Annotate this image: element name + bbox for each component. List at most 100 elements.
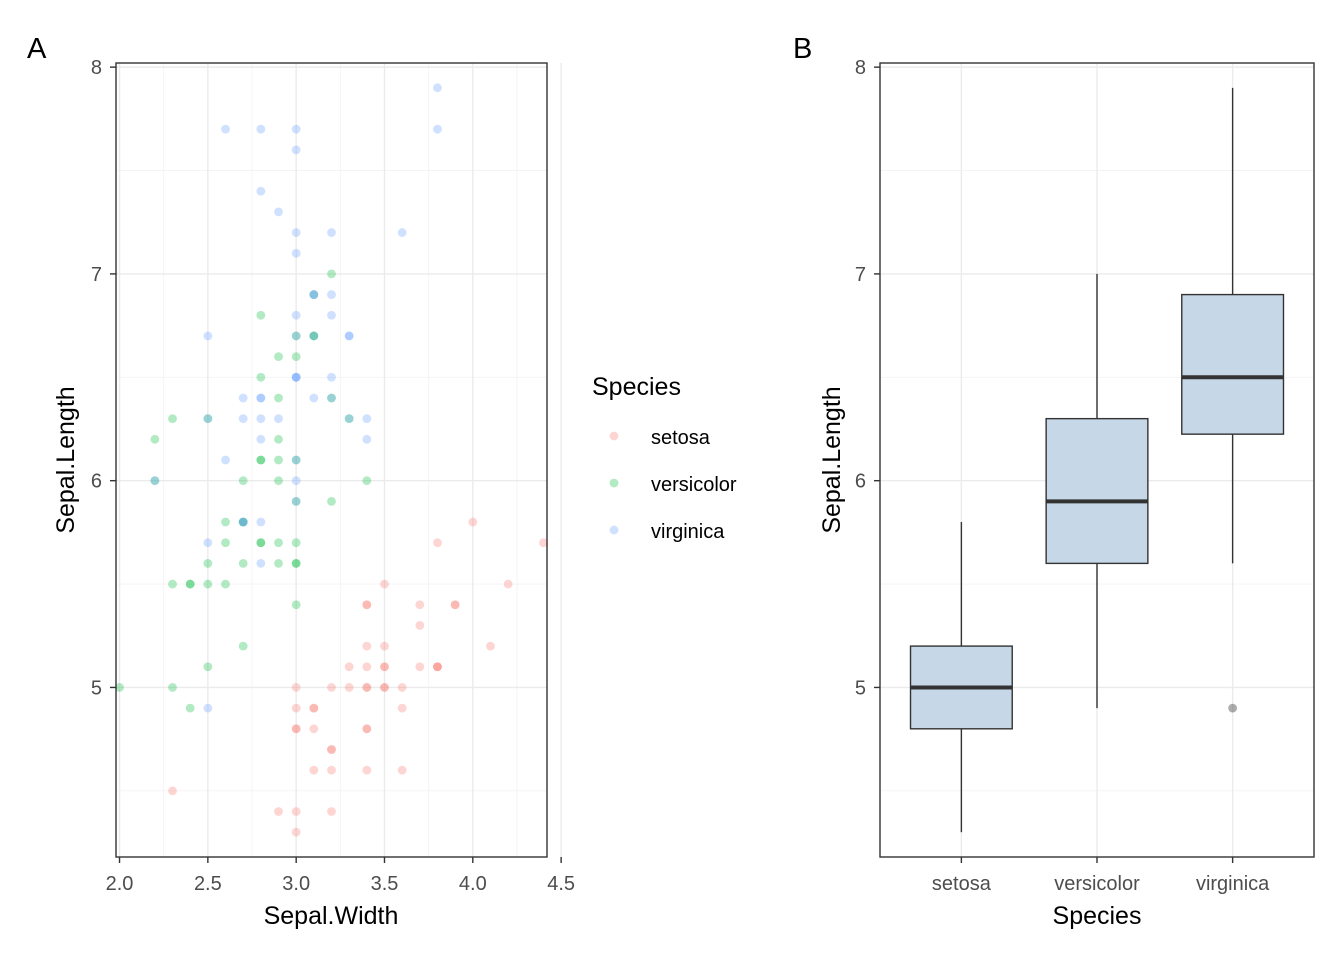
scatter-point-versicolor xyxy=(238,641,248,651)
scatter-point-virginica xyxy=(291,310,301,320)
scatter-point-virginica xyxy=(327,372,336,382)
scatter-point-setosa xyxy=(309,765,319,775)
scatter-point-setosa xyxy=(291,827,301,837)
scatter-point-setosa xyxy=(362,724,372,734)
scatter-point-setosa xyxy=(450,600,460,610)
scatter-point-versicolor xyxy=(327,496,336,506)
scatter-point-versicolor xyxy=(291,496,301,506)
scatter-point-virginica xyxy=(327,310,336,320)
scatter-point-virginica xyxy=(291,496,301,506)
scatter-panel-background xyxy=(116,63,547,857)
scatter-point-setosa xyxy=(309,703,319,713)
scatter-point-versicolor xyxy=(238,558,248,568)
scatter-point-virginica xyxy=(291,228,301,237)
scatter-point-virginica xyxy=(256,393,266,403)
scatter-point-setosa xyxy=(362,765,372,775)
boxplot-x-tick-label: setosa xyxy=(932,873,992,895)
scatter-point-versicolor xyxy=(274,476,283,486)
scatter-point-versicolor xyxy=(291,331,301,341)
scatter-point-setosa xyxy=(362,662,372,672)
scatter-point-versicolor xyxy=(203,414,213,424)
scatter-point-virginica xyxy=(291,331,301,341)
scatter-x-tick-label: 4.5 xyxy=(547,873,575,895)
scatter-point-virginica xyxy=(291,372,301,382)
scatter-point-versicolor xyxy=(238,476,248,486)
scatter-point-virginica xyxy=(309,290,319,299)
boxplot-x-axis-title: Species xyxy=(1053,902,1142,930)
scatter-point-versicolor xyxy=(291,455,301,465)
scatter-point-versicolor xyxy=(256,538,266,548)
scatter-point-versicolor xyxy=(291,558,301,568)
scatter-point-setosa xyxy=(380,662,389,672)
scatter-x-tick-label: 2.0 xyxy=(106,873,134,895)
scatter-point-versicolor xyxy=(203,579,213,589)
scatter-point-setosa xyxy=(362,683,372,692)
boxplot-y-axis-title: Sepal.Length xyxy=(818,386,846,533)
scatter-y-tick-label: 7 xyxy=(91,264,102,286)
scatter-panel: 2.0 2.5 3.0 3.5 4.0 4.5 5 6 7 8 Sepal.Width Sepal… xyxy=(52,57,575,930)
scatter-point-versicolor xyxy=(291,558,301,568)
scatter-y-tick-label: 6 xyxy=(91,471,102,493)
scatter-point-setosa xyxy=(291,724,301,734)
scatter-point-versicolor xyxy=(291,600,301,610)
scatter-point-setosa xyxy=(309,724,319,734)
scatter-point-setosa xyxy=(415,662,425,672)
legend-key-versicolor xyxy=(609,478,619,488)
scatter-point-virginica xyxy=(309,393,319,403)
scatter-y-axis-title: Sepal.Length xyxy=(52,386,80,533)
scatter-point-versicolor xyxy=(168,683,177,692)
scatter-point-virginica xyxy=(221,455,230,465)
scatter-x-tick-label: 2.5 xyxy=(194,873,222,895)
scatter-point-virginica xyxy=(274,414,283,424)
scatter-point-setosa xyxy=(539,538,548,548)
scatter-point-virginica xyxy=(327,393,336,403)
scatter-point-versicolor xyxy=(185,579,195,589)
scatter-point-virginica xyxy=(238,414,248,424)
scatter-point-virginica xyxy=(291,455,301,465)
scatter-point-virginica xyxy=(203,414,213,424)
scatter-point-virginica xyxy=(256,517,266,527)
scatter-point-virginica xyxy=(344,331,354,341)
scatter-point-virginica xyxy=(309,290,319,299)
boxplot-panel: setosa versicolor virginica 5 6 7 8 Species Se… xyxy=(818,57,1315,930)
scatter-point-setosa xyxy=(362,724,372,734)
scatter-point-setosa xyxy=(362,600,372,610)
scatter-point-versicolor xyxy=(309,331,319,341)
boxplot-box-versicolor xyxy=(1045,417,1149,565)
scatter-point-setosa xyxy=(362,683,372,692)
scatter-point-versicolor xyxy=(274,393,283,403)
scatter-point-versicolor xyxy=(203,662,213,672)
scatter-point-versicolor xyxy=(203,558,213,568)
scatter-point-virginica xyxy=(397,228,407,237)
scatter-point-versicolor xyxy=(344,414,354,424)
scatter-point-virginica xyxy=(256,393,266,403)
scatter-point-setosa xyxy=(362,641,372,651)
scatter-point-virginica xyxy=(309,331,319,341)
scatter-point-setosa xyxy=(397,683,407,692)
scatter-point-virginica xyxy=(327,228,336,237)
scatter-point-versicolor xyxy=(309,290,319,299)
scatter-point-virginica xyxy=(256,186,266,196)
scatter-point-virginica xyxy=(291,476,301,486)
scatter-point-virginica xyxy=(150,476,160,486)
scatter-point-virginica xyxy=(238,517,248,527)
scatter-point-setosa xyxy=(380,641,389,651)
scatter-point-versicolor xyxy=(309,331,319,341)
boxplot-x-tick-label: versicolor xyxy=(1054,873,1140,895)
scatter-grid xyxy=(116,63,562,857)
scatter-point-versicolor xyxy=(256,538,266,548)
legend-key-virginica xyxy=(609,525,619,535)
scatter-point-virginica xyxy=(291,372,301,382)
scatter-point-setosa xyxy=(415,621,425,630)
boxplot-x-tick-label: virginica xyxy=(1196,873,1270,895)
scatter-point-virginica xyxy=(238,393,248,403)
panel-a-tag: A xyxy=(27,33,47,65)
scatter-point-virginica xyxy=(203,703,213,713)
scatter-panel-border xyxy=(115,62,548,858)
legend-items: setosa versicolor virginica xyxy=(609,427,737,543)
scatter-point-setosa xyxy=(503,579,513,589)
scatter-point-virginica xyxy=(256,434,266,444)
scatter-point-virginica xyxy=(291,372,301,382)
scatter-point-versicolor xyxy=(291,538,301,548)
scatter-point-virginica xyxy=(291,124,301,134)
